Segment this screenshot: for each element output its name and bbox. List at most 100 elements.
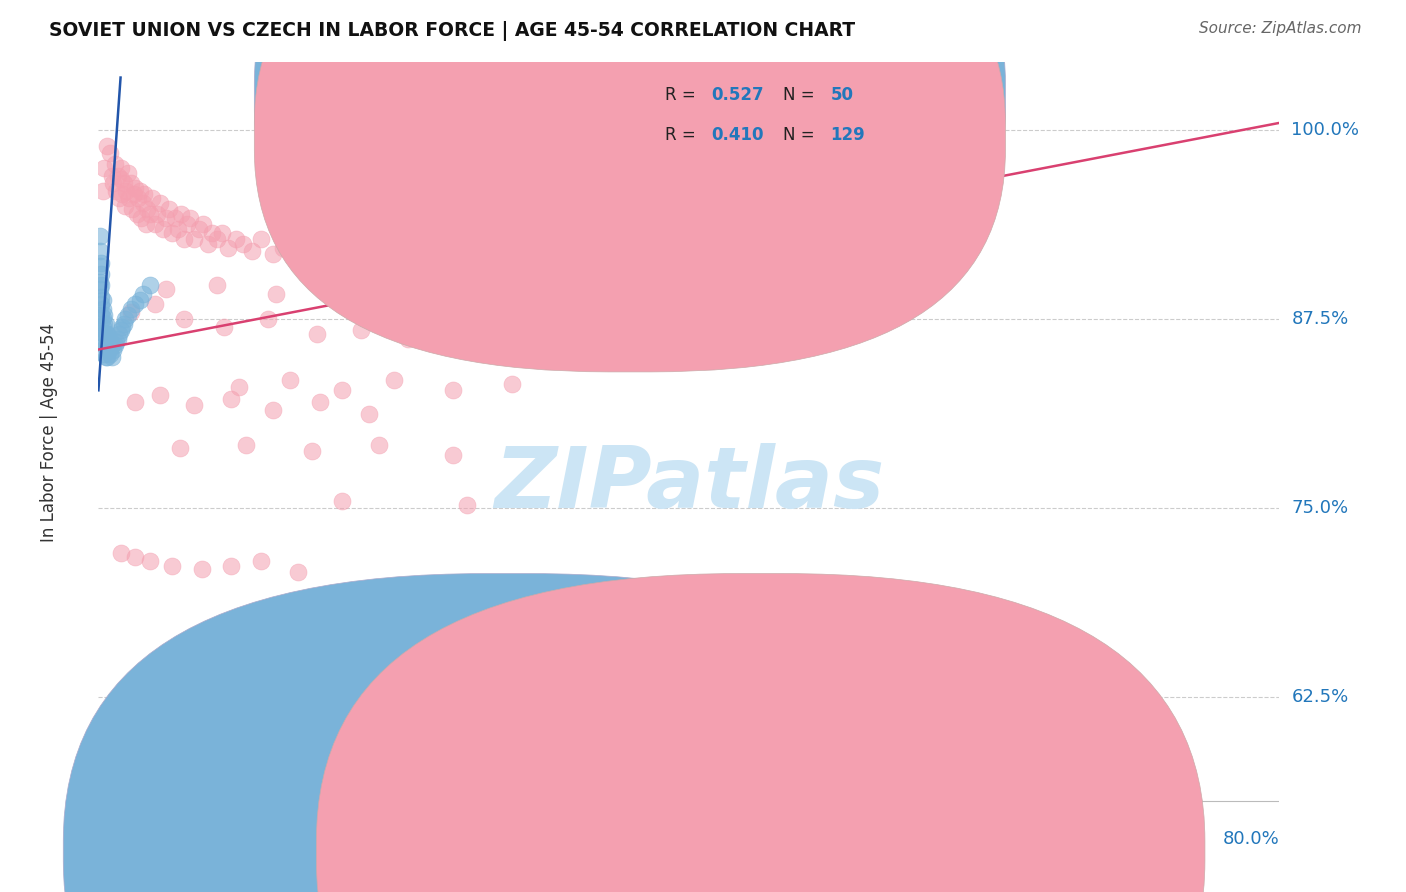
Point [120, 301, 142, 316]
Point [117, 166, 139, 180]
Point [382, 252, 405, 266]
Point [344, 256, 367, 270]
Point [98, 334, 121, 349]
Point [146, 206, 169, 220]
Point [139, 206, 162, 220]
Point [90, 277, 112, 292]
Text: 0.410: 0.410 [711, 126, 763, 144]
Point [103, 343, 125, 357]
Point [474, 252, 496, 266]
Point [110, 161, 132, 176]
Point [441, 256, 464, 270]
Point [193, 217, 215, 231]
Point [508, 252, 530, 266]
Point [107, 332, 129, 346]
Point [115, 184, 138, 198]
Text: R =: R = [665, 86, 702, 104]
Point [143, 297, 166, 311]
Point [111, 319, 134, 334]
Point [165, 211, 187, 225]
Point [128, 293, 150, 307]
Point [93, 317, 115, 331]
Point [114, 312, 136, 326]
Point [162, 226, 183, 240]
Point [373, 256, 395, 270]
Point [149, 388, 172, 402]
Point [157, 202, 180, 216]
Point [90, 308, 112, 322]
Point [104, 156, 127, 170]
Point [90, 267, 112, 281]
Point [91, 319, 114, 334]
Point [132, 286, 155, 301]
Point [118, 191, 141, 205]
Text: Soviet Union: Soviet Union [538, 845, 644, 863]
Point [107, 169, 129, 183]
Point [124, 297, 146, 311]
Point [250, 232, 273, 246]
Point [350, 323, 373, 337]
Point [105, 334, 128, 349]
Point [201, 226, 224, 240]
Point [173, 232, 195, 246]
Point [250, 554, 273, 568]
Point [578, 260, 600, 274]
Point [91, 184, 114, 198]
Point [110, 171, 132, 186]
Point [93, 161, 115, 176]
Point [124, 181, 146, 195]
Text: In Labor Force | Age 45-54: In Labor Force | Age 45-54 [39, 323, 58, 542]
Point [120, 304, 142, 318]
Point [124, 395, 146, 409]
Point [330, 384, 353, 398]
Point [191, 561, 214, 575]
Text: 100.0%: 100.0% [1291, 121, 1360, 139]
Point [524, 262, 547, 277]
Point [501, 377, 523, 392]
Point [167, 221, 190, 235]
Point [427, 599, 450, 614]
Point [398, 260, 420, 274]
Point [330, 252, 353, 266]
Point [121, 202, 143, 216]
Point [457, 319, 479, 334]
Point [494, 260, 516, 274]
Point [90, 256, 112, 270]
Point [457, 498, 479, 512]
Point [616, 256, 638, 270]
Point [284, 252, 307, 266]
Point [179, 211, 201, 225]
FancyBboxPatch shape [254, 0, 1005, 372]
Point [257, 312, 280, 326]
Point [128, 184, 150, 198]
Text: 80.0%: 80.0% [1223, 830, 1279, 848]
Point [155, 211, 177, 225]
Text: N =: N = [783, 126, 820, 144]
Point [89, 275, 111, 289]
Point [127, 191, 149, 205]
Point [114, 199, 136, 213]
Point [264, 286, 287, 301]
Point [197, 236, 219, 251]
Point [271, 241, 294, 255]
Point [112, 177, 135, 191]
Point [368, 438, 391, 452]
Point [89, 282, 111, 296]
Point [305, 252, 328, 266]
Text: 50: 50 [831, 86, 853, 104]
Point [173, 312, 195, 326]
Point [94, 338, 117, 352]
Point [98, 347, 121, 361]
Point [91, 310, 114, 325]
Point [117, 308, 139, 322]
Point [91, 301, 114, 316]
Point [357, 247, 380, 261]
Point [89, 244, 111, 259]
Point [110, 547, 132, 561]
Point [98, 146, 121, 161]
Point [262, 247, 284, 261]
Point [637, 244, 659, 259]
Point [91, 334, 114, 349]
Point [280, 373, 302, 387]
Point [541, 256, 564, 270]
